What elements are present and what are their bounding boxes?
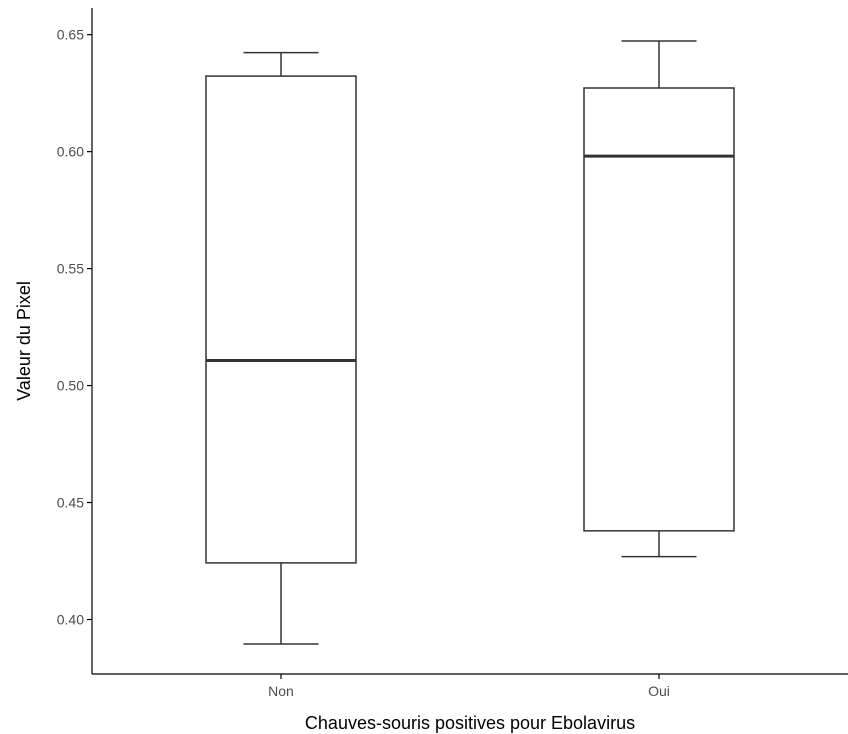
x-axis-ticks: Non Oui [268, 674, 670, 699]
y-tick-label: 0.65 [57, 27, 84, 43]
box-group-oui [583, 40, 735, 558]
box-group-non [205, 51, 357, 645]
y-axis-ticks: 0.40 0.45 0.50 0.55 0.60 0.65 [57, 27, 92, 627]
plot-area [205, 40, 735, 645]
y-tick-label: 0.45 [57, 495, 84, 511]
iqr-box [205, 75, 357, 564]
y-axis-title: Valeur du Pixel [14, 281, 34, 401]
x-tick-label: Oui [648, 683, 670, 699]
iqr-box [583, 87, 735, 532]
x-axis-title: Chauves-souris positives pour Ebolavirus [305, 713, 635, 733]
y-tick-label: 0.40 [57, 611, 84, 627]
x-tick-label: Non [268, 683, 294, 699]
y-tick-label: 0.55 [57, 261, 84, 277]
y-tick-label: 0.50 [57, 378, 84, 394]
axes [91, 8, 848, 675]
y-tick-label: 0.60 [57, 144, 84, 160]
